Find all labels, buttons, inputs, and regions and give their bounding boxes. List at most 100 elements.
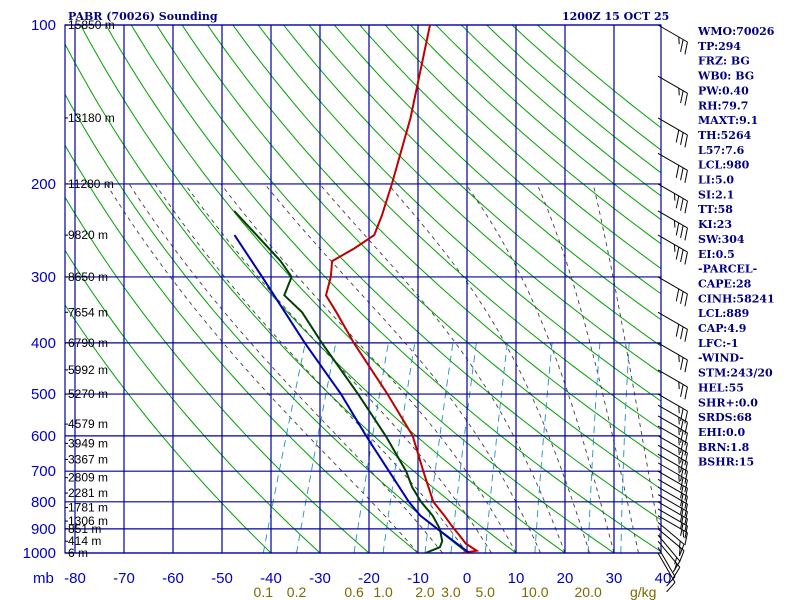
temperature-tick-label: 0 <box>463 570 471 587</box>
wind-barb-feather <box>684 488 688 501</box>
moist-adiabat-line <box>465 183 615 553</box>
wind-barb <box>657 453 688 484</box>
wind-barb <box>657 478 688 509</box>
dry-adiabat-line <box>232 25 661 431</box>
height-label: 851 m <box>68 522 101 536</box>
wind-barb-feather <box>680 419 684 433</box>
wind-barb-shaft <box>657 234 688 253</box>
wind-barb <box>657 534 681 573</box>
pressure-label: 300 <box>31 269 56 286</box>
wind-barb-feather <box>680 485 684 499</box>
height-label: 3367 m <box>68 452 108 466</box>
dry-adiabat-line <box>65 196 370 553</box>
wind-barb <box>657 404 688 435</box>
mixing-ratio-line <box>587 342 601 553</box>
wind-barb-shaft <box>657 552 676 583</box>
dry-adiabat-line <box>435 25 661 221</box>
wind-barb-feather <box>678 540 681 549</box>
index-value: -PARCEL- <box>698 263 757 276</box>
height-label: 414 m <box>68 534 101 548</box>
index-value: HEL:55 <box>698 381 744 394</box>
wind-barb-feather <box>678 547 681 555</box>
index-value: SRDS:68 <box>698 411 752 424</box>
height-label: 13180 m <box>68 111 115 125</box>
wind-barb-shaft <box>657 546 676 577</box>
wind-barb-feather <box>680 477 684 490</box>
index-value: CINH:58241 <box>698 292 775 305</box>
sounding-time: 1200Z 15 OCT 25 <box>562 10 669 23</box>
mixing-ratio-line <box>484 342 508 553</box>
moist-adiabat-line <box>128 183 443 553</box>
index-value: FRZ: BG <box>698 55 750 68</box>
wind-barb-shaft <box>657 311 688 330</box>
wind-barb <box>657 342 688 373</box>
temperature-tick-label: -20 <box>358 570 380 587</box>
pressure-label: 400 <box>31 335 56 352</box>
wind-barb-feather <box>680 450 684 463</box>
wind-barb-feather <box>684 503 688 517</box>
index-value: RH:79.7 <box>698 99 748 112</box>
height-label: 2809 m <box>68 471 108 485</box>
wind-barb-feather <box>684 200 688 214</box>
wind-barb <box>657 521 685 557</box>
wind-barb-shaft <box>657 75 688 94</box>
wind-barb-shaft <box>657 515 688 534</box>
dry-adiabat-line <box>359 25 661 295</box>
mixing-ratio-label: 1.0 <box>373 584 393 600</box>
wind-barb-feather <box>680 430 684 443</box>
wind-barb-feather <box>680 523 684 536</box>
dry-adiabat-line <box>65 249 321 553</box>
wind-barb-shaft <box>657 501 688 520</box>
pressure-label: 700 <box>31 463 56 480</box>
wind-barb-feather <box>680 516 684 529</box>
dry-adiabat-line <box>460 25 661 197</box>
wind-barb-feather <box>684 227 688 241</box>
pressure-label: 100 <box>31 17 56 34</box>
wind-barb-shaft <box>657 435 688 454</box>
height-label: 5270 m <box>68 387 108 401</box>
temperature-tick-label: -40 <box>260 570 282 587</box>
pressure-label: 800 <box>31 494 56 511</box>
dry-adiabat-line <box>80 25 566 553</box>
wind-barb-shaft <box>657 152 688 171</box>
index-value: SHR+:0.0 <box>698 396 758 409</box>
index-value: BRN:1.8 <box>698 441 750 454</box>
wind-barb-feather <box>680 408 684 422</box>
height-label: 11280 m <box>68 177 114 191</box>
index-value: MAXT:9.1 <box>698 114 758 127</box>
wind-barb-feather <box>675 222 680 236</box>
wind-barb-feather <box>680 225 684 238</box>
wind-barb-feather <box>684 462 688 475</box>
wind-barb <box>657 462 688 493</box>
dry-adiabat-line <box>511 25 661 151</box>
index-value: SW:304 <box>698 233 745 246</box>
height-label: 8650 m <box>68 270 108 284</box>
wind-barb-feather <box>680 326 684 340</box>
moist-adiabat-line <box>592 183 661 545</box>
wind-barb <box>657 234 688 265</box>
plot-frame <box>64 24 662 554</box>
mixing-ratio-line <box>620 342 630 553</box>
wind-barb-shaft <box>657 508 688 527</box>
wind-barb-feather <box>680 167 684 181</box>
wind-barb-shaft <box>657 453 688 472</box>
wind-barb-feather <box>680 249 684 263</box>
wind-barb-feather <box>672 560 681 573</box>
wind-barb-feather <box>680 508 684 522</box>
temperature-tick-label: 20 <box>557 570 574 587</box>
wind-barb-feather <box>680 384 684 397</box>
wind-barb-feather <box>684 511 688 525</box>
height-label: 15850 m <box>68 18 115 32</box>
moist-adiabat-line <box>387 183 590 553</box>
wind-barb-feather <box>684 452 688 466</box>
dry-adiabat-line <box>156 25 661 521</box>
wind-barb <box>657 444 688 475</box>
height-label: 6 m <box>68 546 88 560</box>
dry-adiabat-line <box>308 25 661 347</box>
index-value: CAP:4.9 <box>698 322 746 335</box>
wind-barb <box>657 552 676 593</box>
temperature-tick-label: -60 <box>162 570 184 587</box>
wind-barb-shaft <box>657 24 688 43</box>
height-label: 5992 m <box>68 363 108 377</box>
